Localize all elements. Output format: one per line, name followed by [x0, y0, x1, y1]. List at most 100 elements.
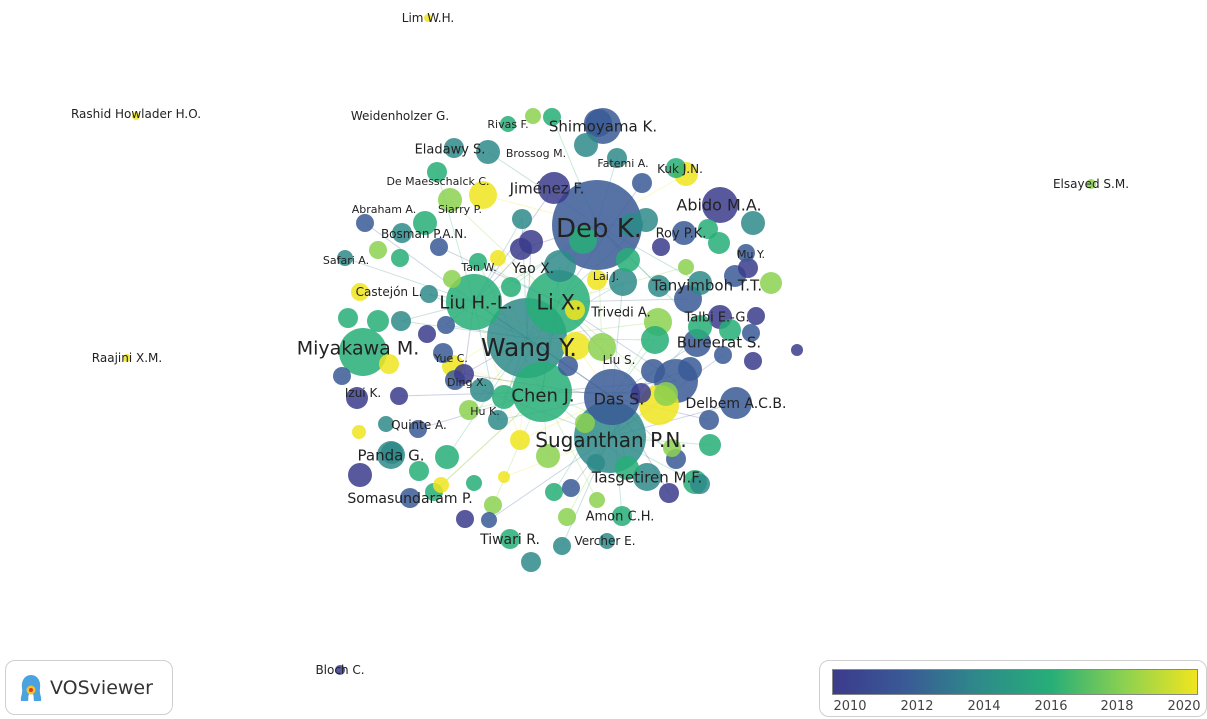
author-node[interactable] — [400, 488, 420, 508]
author-label[interactable]: Abido M.A. — [676, 196, 761, 215]
author-label[interactable]: Raajini X.M. — [92, 351, 162, 365]
author-node[interactable] — [544, 250, 576, 282]
author-node[interactable] — [609, 268, 637, 296]
author-node[interactable] — [356, 214, 374, 232]
author-node[interactable] — [418, 325, 436, 343]
author-node[interactable] — [741, 211, 765, 235]
author-label[interactable]: Deb K. — [556, 214, 642, 244]
author-node[interactable] — [481, 512, 497, 528]
author-label[interactable]: Bureerat S. — [677, 333, 761, 351]
author-node[interactable] — [510, 430, 530, 450]
author-node[interactable] — [392, 223, 412, 243]
author-node[interactable] — [488, 410, 508, 430]
author-node[interactable] — [663, 439, 681, 457]
author-node[interactable] — [587, 270, 607, 290]
author-label[interactable]: Chen J. — [511, 385, 574, 406]
author-label[interactable]: Miyakawa M. — [297, 338, 420, 360]
author-label[interactable]: Tanyimboh T.T. — [651, 276, 762, 294]
author-node[interactable] — [698, 219, 718, 239]
author-node[interactable] — [760, 272, 782, 294]
author-node[interactable] — [498, 471, 510, 483]
author-label[interactable]: Kuk J.N. — [657, 162, 703, 176]
author-node[interactable] — [574, 133, 598, 157]
author-node[interactable] — [538, 172, 570, 204]
author-label[interactable]: Somasundaram P. — [347, 491, 472, 507]
author-node[interactable] — [484, 496, 502, 514]
author-label[interactable]: Jiménez F. — [509, 179, 585, 197]
author-label[interactable]: Tiwari R. — [479, 532, 540, 548]
author-node[interactable] — [367, 310, 389, 332]
author-node[interactable] — [615, 456, 639, 480]
author-node[interactable] — [543, 108, 561, 126]
author-label[interactable]: Lai J. — [593, 270, 619, 283]
author-node[interactable] — [558, 356, 578, 376]
author-node[interactable] — [714, 346, 732, 364]
author-node[interactable] — [587, 454, 605, 472]
author-label[interactable]: Rashid Howlader H.O. — [71, 107, 201, 121]
author-node[interactable] — [333, 367, 351, 385]
author-label[interactable]: Talbi E.-G. — [683, 311, 749, 326]
author-node[interactable] — [737, 244, 755, 262]
author-node[interactable] — [337, 250, 353, 266]
author-node[interactable] — [558, 508, 576, 526]
author-node[interactable] — [738, 258, 758, 278]
author-node[interactable] — [659, 483, 679, 503]
author-node[interactable] — [123, 354, 131, 362]
author-node[interactable] — [466, 475, 482, 491]
author-node[interactable] — [599, 533, 615, 549]
author-label[interactable]: Panda G. — [358, 446, 425, 464]
author-node[interactable] — [584, 109, 612, 137]
author-node[interactable] — [346, 387, 368, 409]
author-node[interactable] — [747, 307, 765, 325]
author-label[interactable]: Li X. — [536, 290, 581, 314]
author-node[interactable] — [545, 483, 563, 501]
author-label[interactable]: Rivas F. — [487, 118, 528, 131]
author-label[interactable]: Hu K. — [470, 405, 499, 418]
author-node[interactable] — [569, 226, 597, 254]
author-label[interactable]: Delbem A.C.B. — [686, 396, 787, 412]
author-node[interactable] — [446, 274, 502, 330]
author-node[interactable] — [584, 369, 640, 425]
author-label[interactable]: Quinte A. — [391, 418, 447, 432]
author-node[interactable] — [678, 357, 702, 381]
author-node[interactable] — [562, 332, 590, 360]
author-label[interactable]: De Maesschalck C. — [386, 175, 489, 188]
author-node[interactable] — [575, 413, 595, 433]
author-label[interactable]: Trivedi A. — [590, 306, 650, 321]
author-label[interactable]: Ding X. — [447, 376, 487, 389]
author-node[interactable] — [351, 283, 369, 301]
author-node[interactable] — [690, 474, 710, 494]
author-label[interactable]: Eladawy S. — [415, 143, 486, 158]
author-node[interactable] — [469, 181, 497, 209]
author-label[interactable]: Weidenholzer G. — [351, 109, 449, 123]
author-node[interactable] — [433, 343, 453, 363]
author-node[interactable] — [688, 271, 712, 295]
author-node[interactable] — [699, 410, 719, 430]
author-node[interactable] — [616, 248, 640, 272]
author-label[interactable]: Bosman P.A.N. — [381, 227, 467, 241]
author-label[interactable]: Roy P.K. — [656, 227, 707, 242]
author-label[interactable]: Liu S. — [603, 353, 636, 367]
author-node[interactable] — [435, 445, 459, 469]
author-node[interactable] — [719, 319, 741, 341]
author-node[interactable] — [437, 316, 455, 334]
author-label[interactable]: Lim W.H. — [402, 11, 454, 25]
author-node[interactable] — [720, 387, 752, 419]
author-node[interactable] — [391, 249, 409, 267]
author-label[interactable]: Fatemi A. — [597, 157, 648, 170]
author-label[interactable]: Mu Y. — [737, 248, 765, 261]
author-node[interactable] — [634, 208, 658, 232]
author-node[interactable] — [424, 14, 432, 22]
author-node[interactable] — [553, 537, 571, 555]
author-node[interactable] — [132, 112, 140, 120]
author-label[interactable]: Das S. — [594, 390, 645, 409]
author-node[interactable] — [444, 138, 464, 158]
author-label[interactable]: Castejón L. — [356, 285, 423, 299]
author-node[interactable] — [339, 328, 387, 376]
author-label[interactable]: Liu H.-L. — [439, 292, 512, 313]
author-node[interactable] — [652, 238, 670, 256]
author-node[interactable] — [612, 506, 632, 526]
author-node[interactable] — [338, 308, 358, 328]
author-node[interactable] — [648, 275, 670, 297]
